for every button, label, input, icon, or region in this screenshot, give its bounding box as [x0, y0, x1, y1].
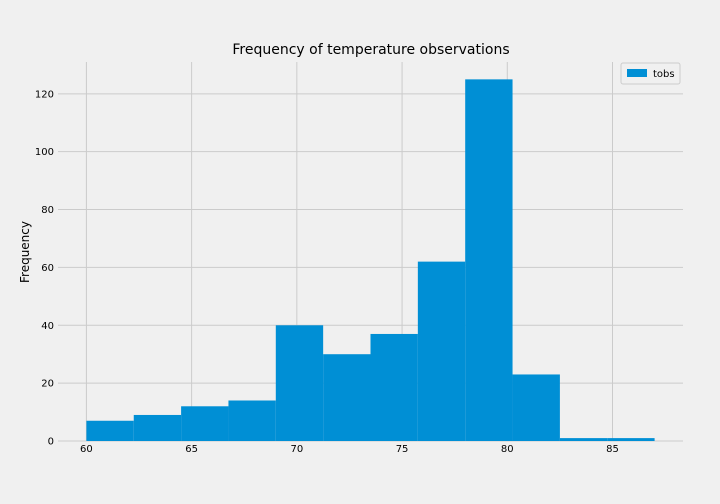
histogram-bar — [607, 438, 655, 441]
x-tick-label: 80 — [501, 444, 514, 455]
y-tick-label: 80 — [41, 205, 54, 216]
y-tick-label: 60 — [41, 263, 54, 274]
histogram-bar — [417, 261, 466, 441]
x-tick-label: 85 — [606, 444, 619, 455]
y-tick-label: 40 — [41, 321, 54, 332]
histogram-bar — [86, 420, 134, 441]
histogram-bar — [370, 333, 418, 441]
legend: tobs — [620, 62, 681, 85]
x-tick-label: 70 — [290, 444, 303, 455]
y-axis-label: Frequency — [18, 221, 32, 283]
y-tick-label: 100 — [35, 147, 54, 158]
x-tick-labels: 60 65 70 75 80 85 — [80, 444, 619, 455]
y-tick-labels: 0 20 40 60 80 100 120 — [35, 89, 54, 447]
histogram-bar — [465, 79, 513, 442]
histogram-bar — [512, 374, 560, 441]
legend-swatch — [627, 69, 647, 77]
histogram-bar — [181, 406, 229, 441]
x-tick-label: 60 — [80, 444, 93, 455]
legend-label-tobs: tobs — [653, 69, 675, 80]
chart-title: Frequency of temperature observations — [232, 42, 509, 58]
histogram-bar — [559, 438, 608, 441]
x-tick-label: 65 — [185, 444, 198, 455]
y-tick-label: 20 — [41, 379, 54, 390]
x-tick-label: 75 — [396, 444, 409, 455]
histogram-bar — [228, 400, 276, 441]
legend-box — [620, 62, 681, 85]
y-tick-label: 0 — [48, 437, 54, 448]
histogram-bar — [133, 414, 182, 441]
histogram-bars — [86, 79, 655, 442]
histogram-bar — [275, 325, 324, 441]
histogram-bar — [323, 354, 371, 441]
y-tick-label: 120 — [35, 89, 54, 100]
